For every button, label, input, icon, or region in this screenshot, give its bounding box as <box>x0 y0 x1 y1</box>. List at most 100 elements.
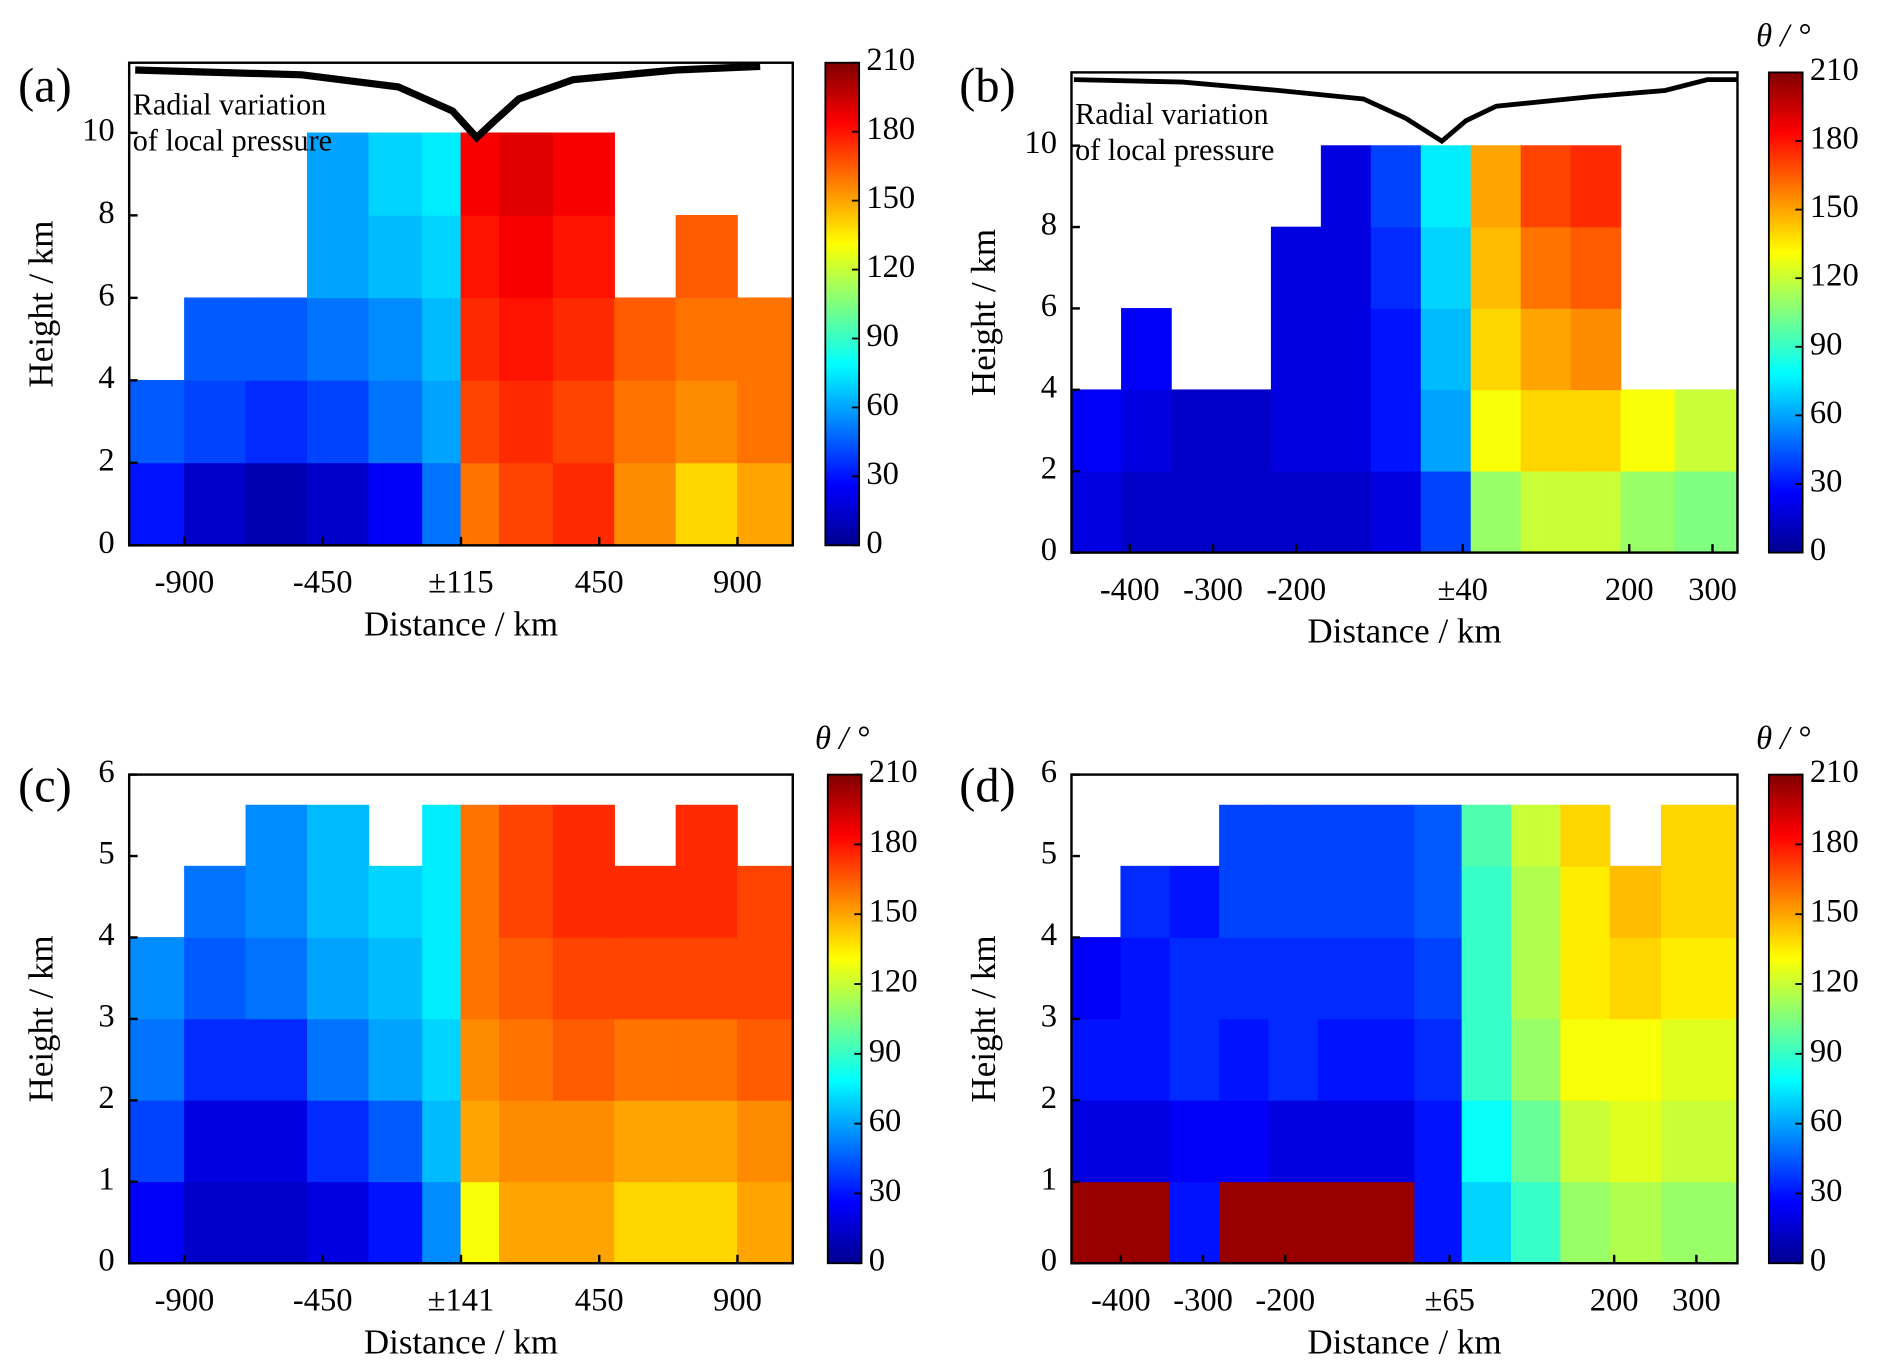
field-cell <box>1461 1181 1512 1264</box>
colorbar-tick-label: 60 <box>1810 395 1843 431</box>
annotation: of local pressure <box>133 123 332 157</box>
field-cell <box>552 865 615 938</box>
field-cell <box>307 132 370 216</box>
field-cell <box>1270 226 1322 309</box>
field-cell <box>1609 865 1662 938</box>
field-cell <box>1320 226 1372 309</box>
field-cell <box>675 297 738 381</box>
colorbar-tick-label: 30 <box>869 1173 902 1209</box>
colorbar <box>824 61 861 547</box>
colorbar-tick-label: 0 <box>866 525 882 561</box>
field-cell <box>1270 470 1322 553</box>
field-cell <box>675 1018 738 1101</box>
field-cell <box>552 462 615 546</box>
field-cell <box>675 214 738 299</box>
field-cell <box>307 1018 370 1101</box>
field-cell <box>1511 1099 1562 1183</box>
field-cell <box>737 1018 794 1101</box>
y-tick-label: 0 <box>1041 532 1057 568</box>
field-cell <box>1560 937 1611 1020</box>
y-tick-label: 4 <box>98 917 114 953</box>
x-tick-label: -300 <box>1173 1283 1233 1319</box>
field-cell <box>307 937 370 1020</box>
field-cell <box>1560 804 1611 867</box>
field-cell <box>460 379 500 464</box>
field-cell <box>184 297 247 381</box>
colorbar-tick-label: 60 <box>866 387 899 423</box>
field-cell <box>1511 804 1562 867</box>
field-cell <box>1620 470 1676 553</box>
field-cell <box>1120 1099 1171 1183</box>
panel-label: (d) <box>959 759 1015 812</box>
field-cell <box>460 462 500 546</box>
field-cell <box>1268 865 1319 938</box>
field-cell <box>1071 389 1122 472</box>
plot-frame <box>1070 71 1739 554</box>
field-cell <box>1071 470 1122 553</box>
field-cell <box>1121 389 1172 472</box>
y-tick-label: 6 <box>1041 754 1057 790</box>
field-cell <box>1620 389 1676 472</box>
field-cell <box>737 937 794 1020</box>
field-cell <box>1171 470 1222 553</box>
field-cell <box>1420 308 1472 391</box>
field-cell <box>368 1018 423 1101</box>
colorbar <box>1767 773 1804 1265</box>
colorbar-tick-label: 60 <box>869 1103 902 1139</box>
field-cell <box>737 462 794 546</box>
field-cell <box>1219 865 1270 938</box>
y-tick-label: 5 <box>1041 836 1057 872</box>
field-cell <box>1268 937 1319 1020</box>
field-cell <box>1661 1018 1738 1101</box>
field-cell <box>460 937 500 1020</box>
field-cell <box>1367 804 1416 867</box>
field-cell <box>422 1018 462 1101</box>
field-cell <box>614 1181 677 1264</box>
field-cell <box>422 132 462 216</box>
field-cell <box>1520 389 1572 472</box>
colorbar-tick-label: 120 <box>1810 258 1859 294</box>
field-cell <box>460 804 500 867</box>
field-cell <box>1120 937 1171 1020</box>
x-tick-label: 200 <box>1590 1283 1639 1319</box>
x-axis-title: Distance / km <box>1307 1322 1501 1361</box>
field-cell <box>1609 1018 1662 1101</box>
field-cell <box>245 804 308 867</box>
field-cell <box>460 297 500 381</box>
annotation: of local pressure <box>1075 133 1274 167</box>
field-cell <box>1470 145 1522 228</box>
y-tick-label: 8 <box>98 195 114 231</box>
field-cell <box>1461 1099 1512 1183</box>
colorbar-tick-label: 180 <box>1810 824 1859 860</box>
field-cell <box>1071 1018 1122 1101</box>
colorbar-tick-label: 150 <box>866 180 915 216</box>
x-tick-label: -450 <box>293 1283 353 1319</box>
x-tick-label: ±40 <box>1438 572 1488 608</box>
x-tick-label: 200 <box>1605 572 1654 608</box>
colorbar-tick-label: 180 <box>869 824 918 860</box>
field-cell <box>184 462 247 546</box>
field-cell <box>614 1018 677 1101</box>
panel-label: (b) <box>959 60 1015 113</box>
y-tick-label: 5 <box>98 836 114 872</box>
colorbar-title: θ / ° <box>1756 18 1810 54</box>
field-cell <box>499 132 554 216</box>
field-cell <box>737 865 794 938</box>
field-cell <box>128 379 185 464</box>
field-cell <box>1661 865 1738 938</box>
field-cell <box>422 1099 462 1183</box>
field-cell <box>675 937 738 1020</box>
field-cell <box>184 1018 247 1101</box>
field-cell <box>1609 1099 1662 1183</box>
field-cell <box>422 214 462 299</box>
field-cell <box>422 937 462 1020</box>
y-tick-label: 6 <box>1041 288 1057 324</box>
field-cell <box>1071 1181 1122 1264</box>
field-cell <box>1317 1099 1368 1183</box>
field-cell <box>307 804 370 867</box>
colorbar-tick-label: 150 <box>1810 189 1859 225</box>
y-axis-title: Height / km <box>22 935 61 1102</box>
field-cell <box>1120 1018 1171 1101</box>
field-cell <box>128 937 185 1020</box>
